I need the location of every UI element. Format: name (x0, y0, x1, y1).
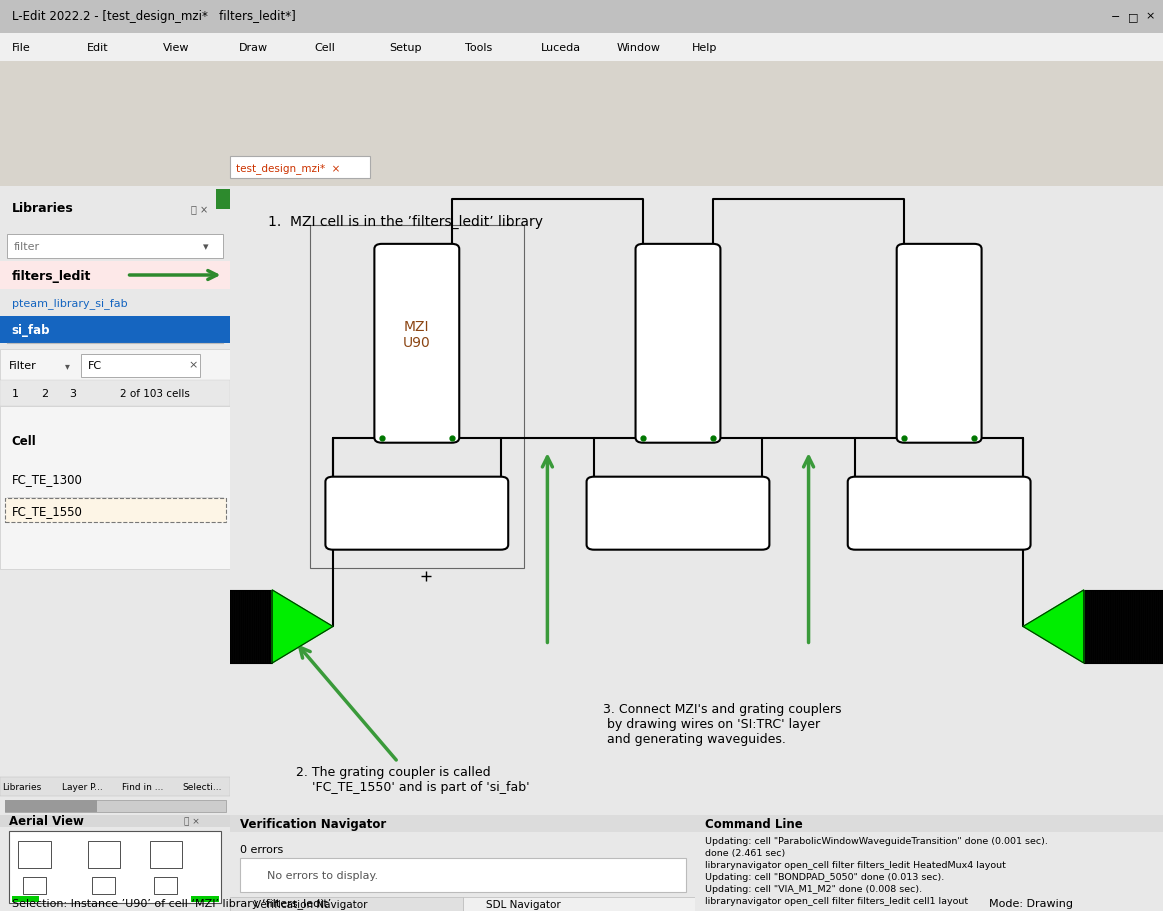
Text: SDL Navigator: SDL Navigator (486, 899, 561, 909)
Text: Updating: cell "VIA_M1_M2" done (0.008 sec).: Updating: cell "VIA_M1_M2" done (0.008 s… (705, 885, 922, 893)
Text: Updating: cell "BONDPAD_5050" done (0.013 sec).: Updating: cell "BONDPAD_5050" done (0.01… (705, 872, 944, 881)
Text: filters_ledit: filters_ledit (12, 270, 91, 282)
Bar (0, 62, 1163, 187)
Text: Verification Navigator: Verification Navigator (240, 817, 386, 831)
Text: MZI
U90: MZI U90 (402, 320, 430, 350)
Bar (0, 381, 230, 406)
Text: L-Edit 2022.2 - [test_design_mzi*   filters_ledit*]: L-Edit 2022.2 - [test_design_mzi* filter… (12, 10, 295, 24)
Bar (23, 876, 47, 894)
FancyBboxPatch shape (586, 477, 770, 550)
Text: Aerial View: Aerial View (9, 814, 84, 827)
Text: Verification Navigator: Verification Navigator (254, 899, 368, 909)
Bar (191, 896, 219, 903)
FancyBboxPatch shape (635, 244, 720, 444)
Bar (12, 896, 40, 903)
Text: librarynavigator open_cell filter filters_ledit cell1 layout: librarynavigator open_cell filter filter… (705, 896, 968, 906)
Bar (5, 800, 226, 813)
Text: 1.  MZI cell is in the ’filters_ledit’ library: 1. MZI cell is in the ’filters_ledit’ li… (267, 214, 543, 229)
Bar (230, 815, 695, 833)
Text: ▾: ▾ (202, 242, 208, 252)
Bar (0, 316, 230, 343)
Text: 2: 2 (42, 389, 49, 398)
Text: librarynavigator open_cell filter filters_ledit HeatedMux4 layout: librarynavigator open_cell filter filter… (705, 860, 1006, 869)
FancyBboxPatch shape (848, 477, 1030, 550)
Bar (240, 858, 686, 892)
Text: Libraries: Libraries (2, 783, 42, 792)
Text: Updating: cell "ParabolicWindowWaveguideTransition" done (0.001 sec).: Updating: cell "ParabolicWindowWaveguide… (705, 836, 1048, 845)
Text: Draw: Draw (238, 43, 267, 53)
Bar (0, 262, 230, 289)
Bar (0, 0, 1163, 34)
Bar (230, 896, 463, 911)
Bar (0, 34, 1163, 62)
Text: Cell: Cell (12, 435, 36, 447)
Text: ⬛ ×: ⬛ × (191, 204, 208, 214)
Text: Selection: Instance ’U90’ of cell ‘MZI’ library ‘filters_ledit’: Selection: Instance ’U90’ of cell ‘MZI’ … (12, 897, 331, 908)
Bar (193, 590, 272, 663)
Polygon shape (272, 590, 333, 663)
Bar (695, 815, 1163, 833)
Bar (463, 896, 695, 911)
Text: Help: Help (692, 43, 718, 53)
Bar (9, 831, 221, 904)
Text: Setup: Setup (390, 43, 422, 53)
Bar (150, 841, 181, 868)
Bar (0, 350, 230, 381)
Text: done (2.461 sec): done (2.461 sec) (705, 848, 785, 857)
Text: FC_TE_1550: FC_TE_1550 (12, 504, 83, 517)
Text: Tools: Tools (465, 43, 492, 53)
Text: ×: × (188, 360, 198, 370)
Text: Edit: Edit (87, 43, 109, 53)
Text: Luceda: Luceda (541, 43, 582, 53)
Text: ⬛ ×: ⬛ × (184, 816, 200, 825)
Text: Window: Window (616, 43, 661, 53)
Text: 2 of 103 cells: 2 of 103 cells (120, 389, 190, 398)
Text: 3. Connect MZI's and grating couplers
 by drawing wires on 'SI:TRC' layer
 and g: 3. Connect MZI's and grating couplers by… (604, 702, 842, 745)
Bar (80, 354, 200, 377)
Text: FC: FC (87, 360, 101, 370)
Bar (5, 498, 226, 522)
Text: Selecti...: Selecti... (181, 783, 221, 792)
Text: pteam_library_si_fab: pteam_library_si_fab (12, 297, 127, 308)
Bar (7, 235, 223, 259)
Text: FC_TE_1300: FC_TE_1300 (12, 472, 83, 486)
FancyBboxPatch shape (897, 244, 982, 444)
Bar (0, 406, 230, 569)
Bar (0, 187, 230, 230)
Bar (1084, 590, 1163, 663)
Polygon shape (1023, 590, 1084, 663)
Text: 2. The grating coupler is called
    'FC_TE_1550' and is part of 'si_fab': 2. The grating coupler is called 'FC_TE_… (295, 648, 529, 793)
FancyBboxPatch shape (374, 244, 459, 444)
Text: 1: 1 (12, 389, 19, 398)
Bar (309, 226, 525, 568)
Bar (87, 841, 120, 868)
Text: filter: filter (14, 242, 40, 252)
Text: ▾: ▾ (64, 360, 70, 370)
Bar (5, 800, 97, 813)
Bar (92, 876, 115, 894)
Text: Mode: Drawing: Mode: Drawing (989, 898, 1072, 907)
Text: Layer P...: Layer P... (62, 783, 102, 792)
Text: Command Line: Command Line (705, 817, 802, 831)
Text: 0 errors: 0 errors (240, 844, 283, 854)
Bar (19, 841, 51, 868)
Text: File: File (12, 43, 30, 53)
Text: si_fab: si_fab (12, 323, 50, 336)
Text: test_design_mzi*  ×: test_design_mzi* × (236, 163, 341, 173)
Bar (230, 157, 370, 179)
Bar (155, 876, 177, 894)
Text: Cell: Cell (314, 43, 335, 53)
Bar (0, 815, 230, 827)
Text: Find in ...: Find in ... (122, 783, 164, 792)
Text: View: View (163, 43, 190, 53)
Text: No errors to display.: No errors to display. (267, 870, 379, 880)
Text: □: □ (1128, 12, 1139, 22)
Text: Filter: Filter (9, 360, 37, 370)
Text: ×: × (1146, 12, 1155, 22)
FancyBboxPatch shape (326, 477, 508, 550)
Bar (0, 778, 230, 796)
Text: Libraries: Libraries (12, 202, 73, 215)
Text: 3: 3 (69, 389, 76, 398)
Text: −: − (1111, 12, 1120, 22)
